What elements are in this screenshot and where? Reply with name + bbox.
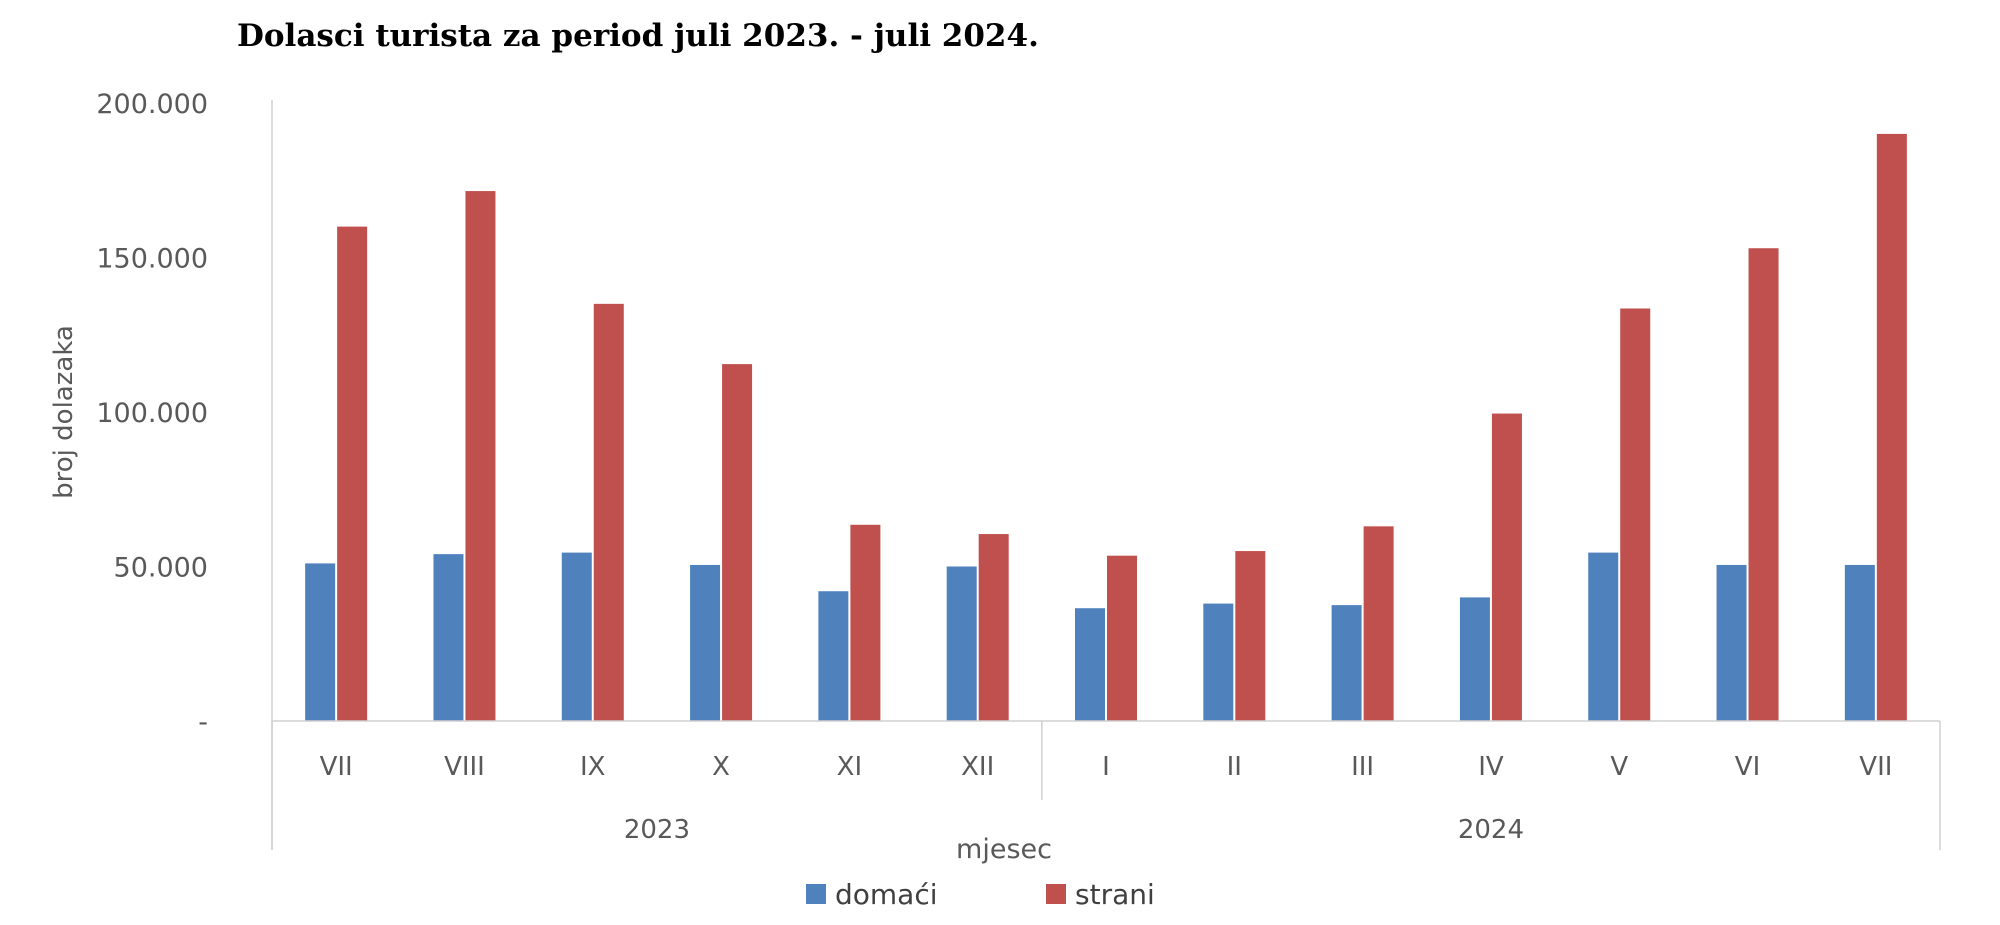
bar-foreign xyxy=(1620,308,1651,721)
x-tick-label: II xyxy=(1227,752,1242,782)
y-axis-title: broj dolazaka xyxy=(49,325,79,499)
legend-label-domestic: domaći xyxy=(835,877,938,911)
x-group-label: 2024 xyxy=(1458,815,1524,845)
bar-foreign xyxy=(1363,526,1394,721)
x-tick-label: VII xyxy=(320,752,353,782)
x-tick-label: XII xyxy=(961,752,994,782)
bar-domestic xyxy=(433,554,464,721)
bar-domestic xyxy=(1459,597,1490,721)
bar-foreign xyxy=(850,524,881,721)
bar-domestic xyxy=(1075,608,1105,721)
bar-foreign xyxy=(1235,551,1266,721)
legend-swatch-foreign xyxy=(1046,884,1066,904)
bar-domestic xyxy=(1331,605,1362,721)
bar-domestic xyxy=(946,566,977,721)
x-tick-label: X xyxy=(712,752,730,782)
bar-domestic xyxy=(818,591,849,721)
x-tick-label: XI xyxy=(837,752,862,782)
bar-domestic xyxy=(1588,552,1619,721)
bar-foreign xyxy=(1748,248,1779,722)
bar-foreign xyxy=(465,191,496,721)
x-group-label: 2023 xyxy=(624,815,690,845)
bar-domestic xyxy=(1844,564,1875,721)
legend-item-domestic: domaći xyxy=(806,876,938,912)
bar-domestic xyxy=(561,552,592,721)
legend-swatch-domestic xyxy=(806,884,826,904)
y-tick-label: 150.000 xyxy=(96,244,208,275)
legend-item-foreign: strani xyxy=(1046,876,1155,912)
bar-domestic xyxy=(305,563,336,721)
y-tick-label: - xyxy=(198,707,208,738)
x-axis-title: mjesec xyxy=(956,834,1052,865)
bar-foreign xyxy=(978,534,1009,721)
x-tick-label: VI xyxy=(1735,752,1760,782)
y-tick-label: 50.000 xyxy=(114,553,208,584)
x-tick-label: VIII xyxy=(444,752,485,782)
bar-domestic xyxy=(1203,603,1234,721)
x-tick-label: VII xyxy=(1859,752,1892,782)
bar-foreign xyxy=(1107,555,1137,721)
x-tick-label: III xyxy=(1351,752,1374,782)
x-tick-label: V xyxy=(1610,752,1628,782)
bar-foreign xyxy=(722,364,753,721)
bar-foreign xyxy=(1876,133,1907,721)
bar-foreign xyxy=(337,226,368,721)
x-tick-label: I xyxy=(1102,752,1110,782)
bar-domestic xyxy=(690,564,721,721)
legend-label-foreign: strani xyxy=(1075,877,1155,911)
bar-foreign xyxy=(1491,413,1522,721)
y-tick-label: 200.000 xyxy=(96,89,208,120)
x-tick-label: IV xyxy=(1478,752,1504,782)
x-tick-label: IX xyxy=(580,752,605,782)
chart-title: Dolasci turista za period juli 2023. - j… xyxy=(237,18,1039,54)
bar-foreign xyxy=(593,303,624,721)
bar-domestic xyxy=(1716,564,1747,721)
y-tick-label: 100.000 xyxy=(96,398,208,429)
